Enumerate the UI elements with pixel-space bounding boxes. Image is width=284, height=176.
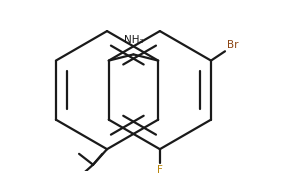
- Text: F: F: [157, 165, 163, 175]
- Text: NH₂: NH₂: [124, 35, 143, 45]
- Text: Br: Br: [227, 40, 238, 50]
